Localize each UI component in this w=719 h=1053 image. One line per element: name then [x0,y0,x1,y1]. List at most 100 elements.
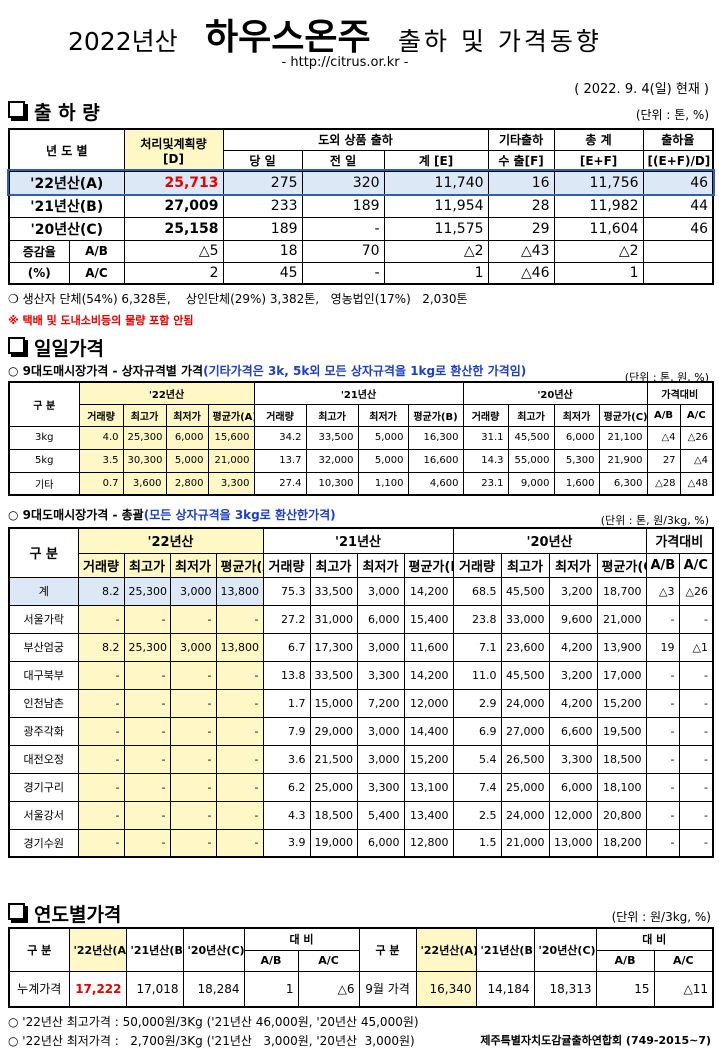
header-cell: '20년산(C) [533,927,597,972]
value-cell: 13,800 [215,632,264,662]
table-row: 3kg 4.0 25,300 6,000 15,600 34.2 33,500 5,000 16… [8,425,714,450]
table-row: 누계가격 17,222 17,018 18,284 1 △6 9월 가격 16,340 14,1… [8,970,714,1008]
cell-text: 거래량 [266,411,294,423]
value-cell: 31.1 [462,425,509,450]
cell-text: △46 [520,264,550,281]
table-row: 부산엄궁 8.2 25,300 3,000 13,800 6.7 17,300 3,000 11… [8,632,714,662]
cell-text: 3,000 [180,584,212,598]
cell-text: 25,158 [164,220,219,237]
cell-text: 17,000 [603,668,642,682]
header-cell: '20년산(C) [182,927,245,972]
table-row: 서울강서 - - - - 4.3 18,500 5,400 13,400 2.5 24,000 12,… [8,800,714,830]
table-row: '21년산(B) 27,009 233 189 11,954 28 11,982 44 [8,193,714,218]
cell-text: 3,000 [368,640,400,654]
section-title: 출 하 량 [8,98,100,125]
value-cell: 5,300 [553,448,600,473]
value-cell: 25,000 [500,772,550,802]
header-cell: 최고가 [507,403,555,427]
cell-text: 부산엄궁 [23,641,64,654]
value-cell: 6.2 [262,772,311,802]
cell-text: 44 [690,197,709,214]
cell-text: - [704,696,708,710]
cell-text: 11,600 [410,640,449,654]
header-cell: '21년산 [262,527,454,554]
value-cell: 3.5 [78,448,124,473]
cell-text: [E+F] [579,153,618,168]
cell-text: 최고가 [130,411,159,423]
cell-text: - [161,808,166,822]
value-cell: 7.4 [452,772,502,802]
header-cell: 가격대비 [645,527,714,554]
value-cell: 14,200 [403,660,454,690]
cell-text: 27 [662,455,676,466]
header-cell: '20년산 [452,527,647,554]
header-cell: 수 출[F] [487,149,555,172]
cell-text: 인천남촌 [23,697,64,710]
value-cell: 3.9 [262,828,311,858]
value-cell: - [123,688,171,718]
value-cell: △2 [383,239,489,263]
cell-text: 17,222 [75,981,122,996]
value-cell: 18,313 [533,970,597,1008]
cell-text: 도외 상품 출하 [318,133,393,148]
cell-text: 30,300 [127,455,163,466]
value-cell: 33,500 [309,576,358,606]
cell-text: - [115,668,120,682]
table-row: 거래량 최고가 최저가 평균가(A) 거래량 최고가 최저가 평균가(B) 거래량 최고가 최저가 평… [9,403,714,427]
value-cell: 21,000 [500,828,550,858]
cell-text: - [115,724,120,738]
value-cell: 18,500 [596,744,647,774]
cell-text: - [115,780,120,794]
cell-text: 평균가(B) [408,559,453,575]
value-cell: - [301,261,385,285]
cell-text: 5,400 [368,808,400,822]
cell-text: 25,300 [128,584,168,598]
cell-text: 처리및계획량 [140,136,207,151]
header-cell: '21년산(B) [475,927,535,972]
value-cell: - [169,660,217,690]
cell-text: - [704,612,708,626]
value-cell: 320 [301,170,385,195]
cell-text: 3.9 [288,836,306,850]
table-row: '22년산(A) 25,713 275 320 11,740 16 11,756 46 [6,169,716,196]
value-cell: △28 [646,471,681,496]
value-cell: 189 [301,193,385,218]
footer-note: ○ '22년산 최저가격 : 2,700원/3Kg ('21년산 3,000원,… [8,1034,415,1048]
header-cell: 최저가 [357,403,409,427]
caption-note: (모든 상자규격을 3kg로 환산한가격) [143,508,336,522]
row-label: 서울강서 [8,800,79,830]
value-cell: 3,300 [548,744,598,774]
value-cell: 6.9 [452,716,502,746]
cell-text: 33,500 [318,432,354,443]
value-cell: - [123,744,171,774]
cell-text: △3 [659,584,675,598]
header-cell: 평균가(C) [598,403,648,427]
cell-text: '21년산(B) [480,943,535,957]
cell-text: 거래량 [83,559,119,575]
cell-text: 13.8 [281,668,306,682]
cell-text: 계 [38,585,49,598]
value-cell: 3,000 [169,576,217,606]
cell-text: 최저가 [555,559,591,575]
value-cell: 275 [222,170,303,195]
header-cell: 구 분 [8,527,79,578]
cell-text: 16,300 [423,432,459,443]
cell-text: 평균가(A) [220,559,263,575]
value-cell: 13.7 [253,448,307,473]
cell-text: 16,600 [423,455,459,466]
cell-text: 3,300 [368,780,400,794]
cell-text: - [374,264,380,281]
cell-text: '22년산(A) [420,943,477,957]
value-cell: 11,740 [383,170,489,195]
value-cell: - [678,828,714,858]
cell-text: 21,000 [214,455,250,466]
value-cell: - [77,828,125,858]
cell-text: 70 [361,243,380,259]
cell-text: 24,000 [506,696,545,710]
cell-text: 기타 [35,479,54,491]
header-cell: 평균가(A) [207,403,255,427]
cell-text: 18,200 [603,836,642,850]
cell-text: 서울가락 [23,613,64,626]
value-cell: 5.4 [452,744,502,774]
value-cell: 6,600 [548,716,598,746]
